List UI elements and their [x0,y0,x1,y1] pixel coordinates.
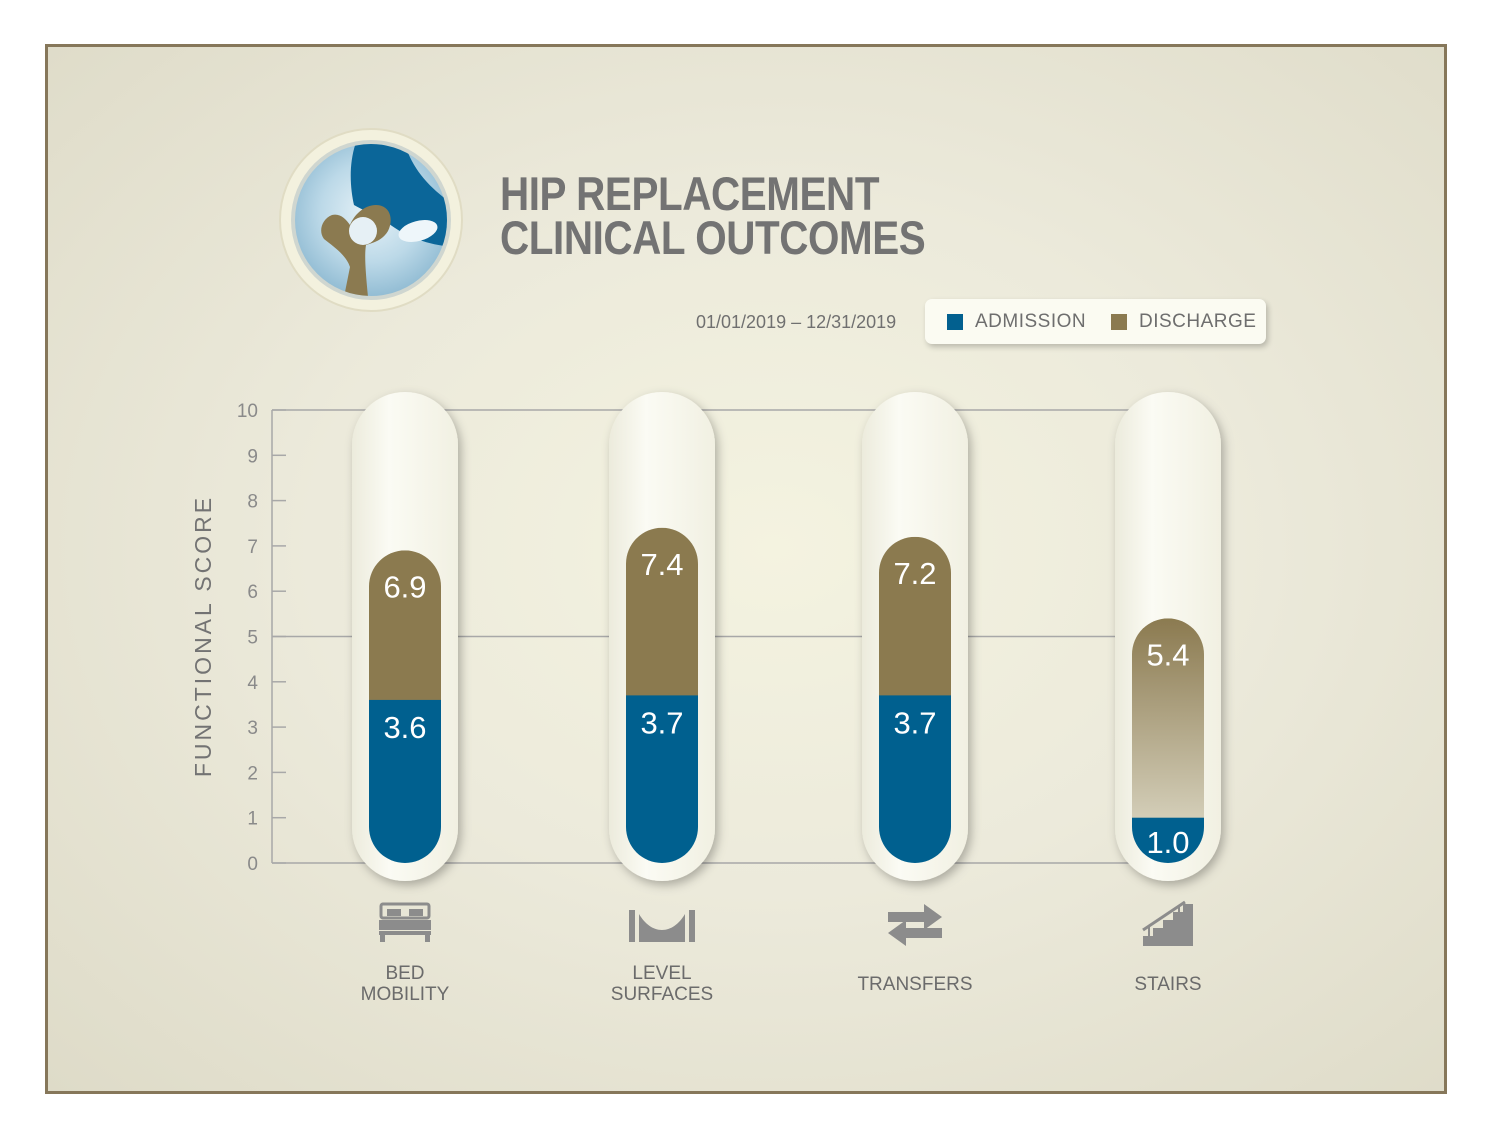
y-tick-label: 2 [247,763,258,784]
data-label-admission: 3.6 [383,710,426,745]
y-tick-label: 6 [247,582,258,603]
category-label: LEVEL SURFACES [610,963,714,1005]
admission-swatch [947,314,963,330]
bar-admission [626,695,698,863]
bar-admission [369,699,441,863]
bar-group: 7.2 3.7 [862,392,968,881]
y-tick-label: 10 [237,401,258,422]
y-tick-label: 4 [247,673,258,694]
legend-item-discharge: DISCHARGE [1111,311,1256,333]
y-tick-label: 7 [247,537,258,558]
title-line-1: HIP REPLACEMENT [500,167,880,220]
bar-group: 7.4 3.7 [609,392,715,881]
discharge-swatch [1111,314,1127,330]
data-label-admission: 3.7 [893,705,936,740]
bed-icon [377,900,433,949]
stairs-icon [1141,900,1195,953]
y-tick-label: 8 [247,492,258,513]
hip-joint-icon [279,128,463,312]
y-tick-label: 5 [247,628,258,649]
category-label: TRANSFERS [857,974,973,995]
bar-group: 5.4 1.0 [1115,392,1221,881]
bar-admission [879,695,951,863]
legend-label-discharge: DISCHARGE [1139,311,1257,332]
data-label-admission: 3.7 [640,705,683,740]
y-tick-label: 1 [247,809,258,830]
level-surface-icon [627,908,697,949]
legend-item-admission: ADMISSION [947,311,1086,333]
legend-label-admission: ADMISSION [975,311,1087,332]
data-label-admission: 1.0 [1146,825,1189,860]
y-axis-label: FUNCTIONAL SCORE [190,495,216,777]
date-range: 01/01/2019 – 12/31/2019 [696,312,897,332]
transfer-arrows-icon [884,902,946,953]
data-label-discharge: 7.2 [893,556,936,591]
category-label: STAIRS [1134,974,1202,995]
bars-layer: 6.9 3.6 7.4 3.7 7.2 3.7 5.4 1.0 [352,392,1221,881]
category-label: BED MOBILITY [360,963,450,1005]
page-title: HIP REPLACEMENT CLINICAL OUTCOMES [500,167,926,264]
y-axis: 0 1 2 3 4 5 6 7 8 9 10 [237,401,286,875]
data-label-discharge: 7.4 [640,547,683,582]
legend: ADMISSION DISCHARGE [925,299,1266,344]
bar-group: 6.9 3.6 [352,392,458,881]
y-tick-label: 0 [247,854,258,875]
y-tick-label: 3 [247,718,258,739]
y-tick-label: 9 [247,446,258,467]
data-label-discharge: 5.4 [1146,637,1189,672]
title-line-2: CLINICAL OUTCOMES [500,211,926,264]
data-label-discharge: 6.9 [383,569,426,604]
